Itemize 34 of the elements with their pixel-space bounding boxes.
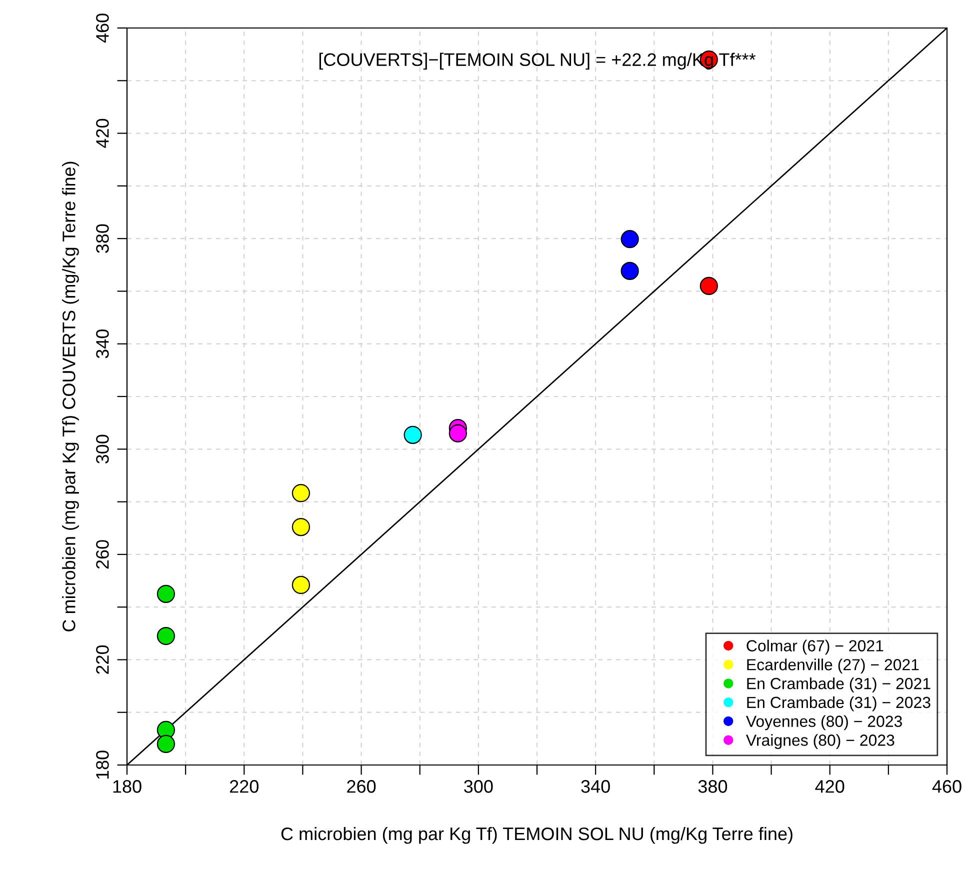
point	[620, 230, 639, 248]
point	[156, 626, 176, 646]
point	[156, 734, 176, 754]
x-axis-title: C microbien (mg par Kg Tf) TEMOIN SOL NU (mg/Kg Terre fine)	[281, 826, 792, 844]
y-tick-label: 340	[96, 330, 109, 358]
x-tick-label: 260	[347, 780, 376, 793]
point	[448, 424, 467, 442]
x-tick-label: 180	[113, 780, 142, 793]
point	[156, 584, 176, 603]
y-tick-label: 300	[96, 434, 109, 464]
y-tick-label: 460	[96, 14, 109, 43]
legend-label: Voyennes (80) − 2023	[746, 715, 902, 730]
point	[292, 576, 310, 594]
x-tick-label: 220	[230, 780, 258, 793]
point	[620, 262, 639, 280]
legend-label: En Crambade (31) − 2023	[747, 696, 930, 712]
x-tick-label: 420	[815, 780, 844, 793]
x-tick-label: 380	[698, 780, 728, 793]
point	[292, 484, 310, 502]
x-tick-label: 460	[932, 780, 962, 793]
y-tick-label: 220	[96, 645, 109, 674]
legend-label: Colmar (67) − 2021	[746, 640, 884, 655]
x-tick-label: 300	[464, 780, 493, 793]
y-tick-label: 420	[96, 118, 109, 148]
point	[292, 518, 310, 536]
x-tick-label: 340	[581, 780, 610, 793]
legend-label: Ecardenville (27) − 2021	[747, 658, 919, 674]
y-axis-title: C microbien (mg par Kg Tf) COUVERTS (mg/Kg Terre fine)	[62, 162, 79, 632]
y-tick-label: 260	[96, 540, 109, 569]
point	[700, 276, 718, 296]
point	[404, 426, 422, 444]
legend-label: Vraignes (80) − 2023	[746, 734, 894, 750]
y-tick-label: 380	[96, 224, 109, 253]
legend-label: En Crambade (31) − 2021	[747, 677, 930, 692]
